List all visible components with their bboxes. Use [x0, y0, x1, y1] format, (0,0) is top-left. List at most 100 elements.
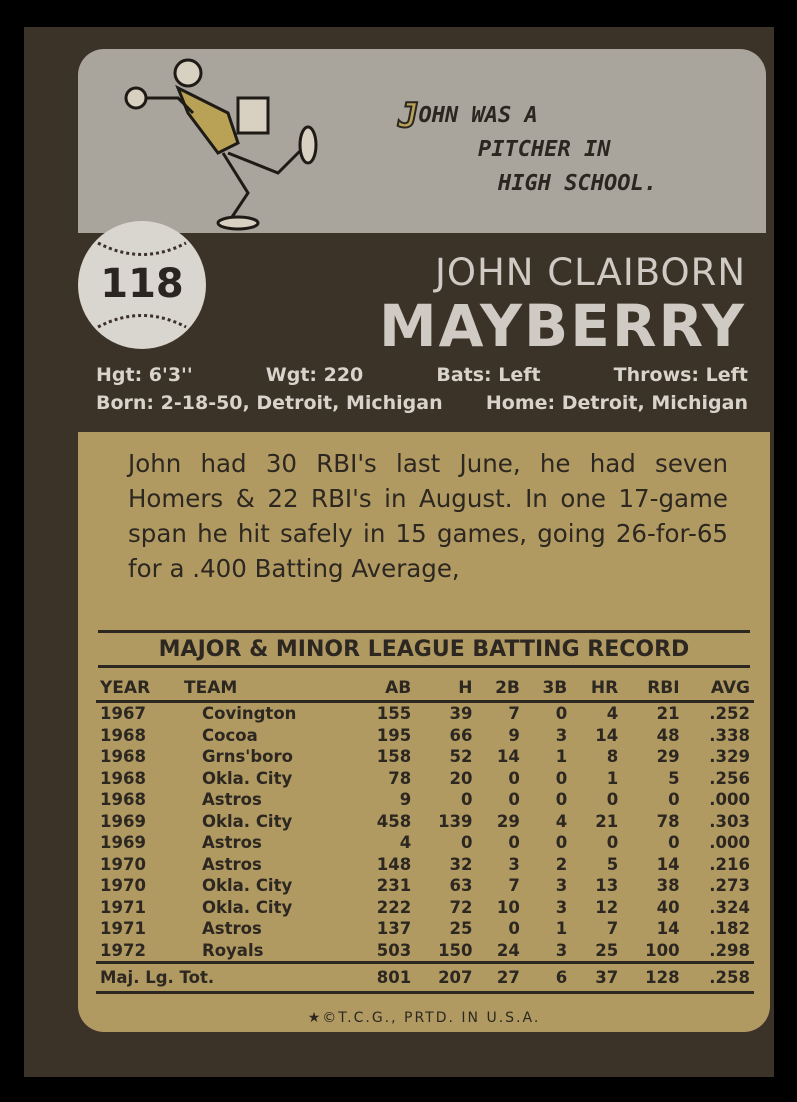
player-last-name: MAYBERRY: [378, 292, 746, 360]
table-cell: 14: [595, 725, 619, 745]
table-cell: .182: [709, 919, 750, 939]
table-cell: .329: [709, 747, 750, 767]
caption-line-1: OHN WAS A: [418, 103, 538, 128]
table-cell: 1970: [100, 876, 146, 896]
born: Born: 2-18-50, Detroit, Michigan: [96, 392, 443, 414]
table-cell: 0: [508, 790, 520, 810]
column-header: H: [415, 676, 477, 703]
table-cell: 0: [461, 833, 473, 853]
total-row: Maj. Lg. Tot. 801 207 27 6 37 128.258: [96, 961, 754, 994]
table-cell: 14: [496, 747, 520, 767]
table-cell: Astros: [202, 854, 262, 874]
table-cell: 29: [496, 811, 520, 831]
column-header: YEAR: [96, 676, 181, 703]
table-cell: 3: [508, 854, 520, 874]
table-row: 1967 Covington 155 39 7 0 4 21 .252: [96, 702, 754, 725]
table-cell: Astros: [202, 833, 262, 853]
table-cell: 0: [508, 833, 520, 853]
table-cell: 458: [376, 811, 412, 831]
cartoon-panel: JOHN WAS A PITCHER IN HIGH SCHOOL.: [78, 49, 766, 233]
player-first-names: JOHN CLAIBORN: [434, 251, 746, 294]
table-cell: .298: [709, 940, 750, 960]
table-cell: 100: [645, 940, 680, 960]
table-cell: 38: [656, 876, 680, 896]
table-cell: 1967: [100, 704, 146, 724]
total-cell: 128: [622, 961, 684, 994]
table-cell: 1968: [100, 790, 146, 810]
table-cell: 1968: [100, 747, 146, 767]
table-cell: 39: [449, 704, 473, 724]
table-cell: Cocoa: [202, 725, 258, 745]
table-cell: 231: [376, 876, 412, 896]
table-cell: 72: [449, 897, 473, 917]
table-cell: 21: [595, 811, 619, 831]
table-cell: 137: [376, 919, 412, 939]
table-cell: 0: [555, 768, 568, 788]
physical-info-row: Hgt: 6'3'' Wgt: 220 Bats: Left Throws: L…: [96, 363, 748, 387]
total-cell: 801: [353, 961, 416, 994]
table-cell: 25: [449, 919, 473, 939]
table-cell: 0: [508, 919, 520, 939]
table-cell: .252: [709, 704, 750, 724]
table-cell: 1: [555, 747, 568, 767]
table-cell: 1968: [100, 768, 146, 788]
table-cell: 12: [595, 897, 619, 917]
home: Home: Detroit, Michigan: [485, 392, 748, 414]
table-cell: Okla. City: [202, 811, 293, 831]
column-header: 3B: [523, 676, 572, 703]
total-cell: 207: [415, 961, 477, 994]
record-title: MAJOR & MINOR LEAGUE BATTING RECORD: [98, 630, 750, 668]
table-row: 1971 Okla. City 222 72 10 3 12 40 .324: [96, 897, 754, 919]
table-cell: 150: [438, 940, 473, 960]
table-cell: 1971: [100, 919, 146, 939]
table-cell: 195: [376, 725, 412, 745]
table-cell: 4: [555, 811, 568, 831]
table-cell: .303: [709, 811, 750, 831]
table-cell: 63: [449, 876, 473, 896]
height: Hgt: 6'3'': [96, 364, 193, 386]
table-row: 1970 Astros 148 32 3 2 5 14.216: [96, 854, 754, 876]
total-cell: Maj. Lg. Tot.: [96, 961, 354, 994]
table-cell: Okla. City: [202, 897, 293, 917]
total-cell: 27: [476, 961, 524, 994]
table-row: 1968 Grns'boro 158 52 14 1 8 29 .329: [96, 746, 754, 768]
total-cell: .258: [683, 961, 754, 994]
table-cell: 9: [508, 725, 520, 745]
bats: Bats: Left: [436, 364, 541, 386]
caption-initial: J: [397, 96, 420, 136]
table-row: 1968 Okla. City 78 20 0 0 1 5 .256: [96, 768, 754, 790]
table-cell: .000: [709, 790, 750, 810]
table-cell: 1: [555, 919, 568, 939]
table-cell: 5: [668, 768, 680, 788]
table-cell: 20: [449, 768, 473, 788]
table-row: 1972 Royals 503 150 24 3 25 100 .298: [96, 940, 754, 963]
table-row: 1969 Astros 4 0 0 0 0 0 .000: [96, 832, 754, 854]
table-cell: 222: [376, 897, 412, 917]
table-row: 1969 Okla. City 458 139 29 4 21 78 .303: [96, 811, 754, 833]
table-cell: Astros: [202, 919, 262, 939]
table-row: 1970 Okla. City 231 63 7 3 13 38 .273: [96, 875, 754, 897]
table-cell: 7: [606, 919, 619, 939]
table-cell: 24: [496, 940, 520, 960]
column-header: TEAM: [180, 676, 354, 703]
table-cell: .216: [709, 854, 750, 874]
total-cell: 6: [523, 961, 572, 994]
table-cell: 0: [508, 768, 520, 788]
table-row: 1971 Astros 137 25 0 1 7 14 .182: [96, 918, 754, 940]
table-cell: 7: [508, 704, 520, 724]
table-cell: 32: [449, 854, 473, 874]
table-cell: 5: [606, 854, 619, 874]
table-row: 1968 Cocoa 195 66 9 3 14 48 .338: [96, 725, 754, 747]
table-cell: 139: [438, 811, 473, 831]
table-cell: 1969: [100, 833, 146, 853]
table-cell: 2: [555, 854, 568, 874]
table-cell: 48: [656, 725, 680, 745]
table-cell: .273: [709, 876, 750, 896]
table-cell: 1972: [100, 940, 146, 960]
table-cell: 3: [555, 725, 568, 745]
table-cell: 0: [555, 704, 568, 724]
table-cell: 52: [449, 747, 473, 767]
table-cell: 8: [606, 747, 619, 767]
table-cell: 10: [496, 897, 520, 917]
column-header: AB: [353, 676, 416, 703]
